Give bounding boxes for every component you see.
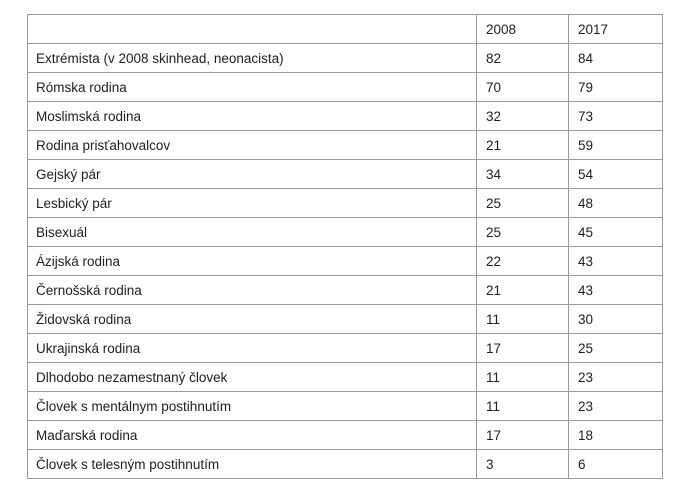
- value-2008: 11: [476, 304, 569, 334]
- row-label: Lesbický pár: [27, 188, 477, 218]
- table-row: Moslimská rodina 32 73: [27, 101, 663, 131]
- row-label: Maďarská rodina: [27, 420, 477, 450]
- table-row: Gejský pár 34 54: [27, 159, 663, 189]
- value-2017: 23: [568, 391, 663, 421]
- row-label: Rodina prisťahovalcov: [27, 130, 477, 160]
- header-row: 2008 2017: [27, 14, 663, 44]
- row-label: Dlhodobo nezamestnaný človek: [27, 362, 477, 392]
- value-2008: 25: [476, 188, 569, 218]
- value-2008: 21: [476, 275, 569, 305]
- table-row: Dlhodobo nezamestnaný človek 11 23: [27, 362, 663, 392]
- row-label: Rómska rodina: [27, 72, 477, 102]
- header-cell-label: [27, 14, 477, 44]
- row-label: Človek s mentálnym postihnutím: [27, 391, 477, 421]
- row-label: Židovská rodina: [27, 304, 477, 334]
- table-row: Černošská rodina 21 43: [27, 275, 663, 305]
- value-2017: 43: [568, 246, 663, 276]
- row-label: Extrémista (v 2008 skinhead, neonacista): [27, 43, 477, 73]
- table-row: Bisexuál 25 45: [27, 217, 663, 247]
- table-body: Extrémista (v 2008 skinhead, neonacista)…: [27, 43, 663, 479]
- value-2017: 30: [568, 304, 663, 334]
- value-2017: 45: [568, 217, 663, 247]
- value-2008: 3: [476, 449, 569, 479]
- row-label: Bisexuál: [27, 217, 477, 247]
- value-2008: 70: [476, 72, 569, 102]
- table-header: 2008 2017: [27, 14, 663, 44]
- table-row: Ázijská rodina 22 43: [27, 246, 663, 276]
- row-label: Ázijská rodina: [27, 246, 477, 276]
- value-2017: 6: [568, 449, 663, 479]
- value-2017: 48: [568, 188, 663, 218]
- value-2008: 21: [476, 130, 569, 160]
- data-table: 2008 2017 Extrémista (v 2008 skinhead, n…: [27, 14, 663, 479]
- value-2008: 82: [476, 43, 569, 73]
- value-2017: 25: [568, 333, 663, 363]
- value-2017: 18: [568, 420, 663, 450]
- row-label: Moslimská rodina: [27, 101, 477, 131]
- value-2017: 84: [568, 43, 663, 73]
- value-2017: 73: [568, 101, 663, 131]
- value-2017: 54: [568, 159, 663, 189]
- row-label: Gejský pár: [27, 159, 477, 189]
- table-row: Maďarská rodina 17 18: [27, 420, 663, 450]
- table-row: Rómska rodina 70 79: [27, 72, 663, 102]
- header-cell-2017: 2017: [568, 14, 663, 44]
- value-2017: 43: [568, 275, 663, 305]
- value-2008: 17: [476, 420, 569, 450]
- table-row: Lesbický pár 25 48: [27, 188, 663, 218]
- value-2008: 32: [476, 101, 569, 131]
- value-2008: 11: [476, 391, 569, 421]
- table-container: 2008 2017 Extrémista (v 2008 skinhead, n…: [27, 14, 663, 479]
- header-cell-2008: 2008: [476, 14, 569, 44]
- row-label: Černošská rodina: [27, 275, 477, 305]
- table-row: Človek s telesným postihnutím 3 6: [27, 449, 663, 479]
- row-label: Človek s telesným postihnutím: [27, 449, 477, 479]
- value-2008: 25: [476, 217, 569, 247]
- value-2008: 34: [476, 159, 569, 189]
- value-2008: 11: [476, 362, 569, 392]
- table-row: Židovská rodina 11 30: [27, 304, 663, 334]
- value-2017: 79: [568, 72, 663, 102]
- table-row: Extrémista (v 2008 skinhead, neonacista)…: [27, 43, 663, 73]
- value-2017: 59: [568, 130, 663, 160]
- row-label: Ukrajinská rodina: [27, 333, 477, 363]
- table-row: Človek s mentálnym postihnutím 11 23: [27, 391, 663, 421]
- value-2008: 17: [476, 333, 569, 363]
- table-row: Ukrajinská rodina 17 25: [27, 333, 663, 363]
- table-row: Rodina prisťahovalcov 21 59: [27, 130, 663, 160]
- value-2008: 22: [476, 246, 569, 276]
- value-2017: 23: [568, 362, 663, 392]
